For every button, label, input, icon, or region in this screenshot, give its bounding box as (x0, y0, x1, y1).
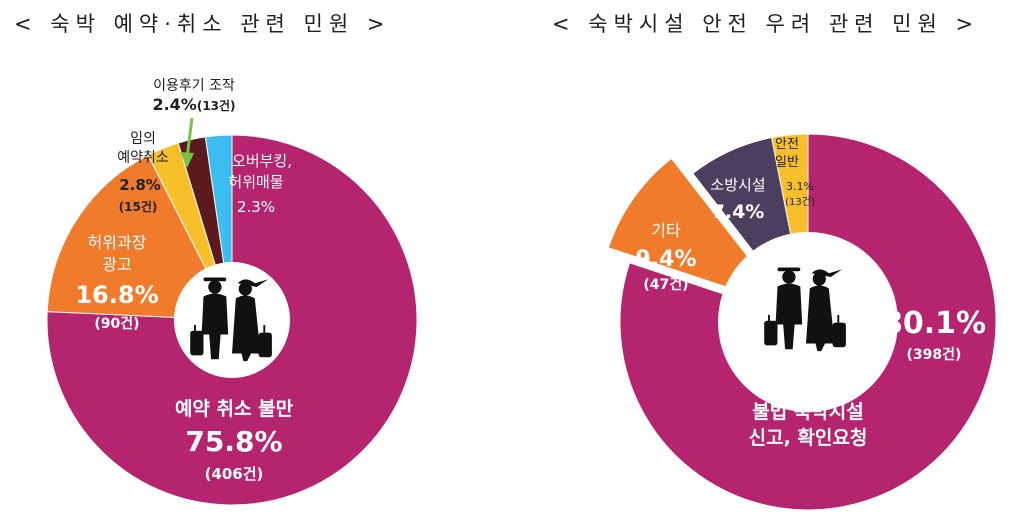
left-blue-l1: 오버부킹, (232, 152, 292, 170)
left-orange-cnt: (90건) (94, 315, 139, 332)
left-yellow-l1: 임의 (130, 131, 156, 147)
right-safe-cnt: (13건) (785, 196, 815, 208)
chart-title-right: < 숙박시설 안전 우려 관련 민원 > (552, 12, 980, 36)
left-main-pct: 75.8% (185, 425, 282, 458)
right-main-l2: 신고, 확인요청 (749, 426, 868, 449)
review-arrow-head (180, 152, 194, 168)
left-review-name: 이용후기 조작 (153, 78, 235, 94)
left-main-name: 예약 취소 불만 (175, 398, 294, 420)
right-main-cnt: (398건) (907, 346, 962, 363)
left-blue-pct: 2.3% (237, 198, 275, 216)
travelers-icon-right (764, 267, 846, 352)
left-blue-l2: 허위매물 (228, 173, 283, 191)
right-etc-pct: 9.4% (635, 247, 696, 272)
right-fire-name: 소방시설 (710, 176, 765, 194)
left-review-cnt: (13건) (197, 98, 236, 113)
right-safe-l2: 일반 (775, 155, 799, 170)
left-yellow-l2: 예약취소 (117, 150, 169, 166)
left-yellow-pct: 2.8% (119, 176, 161, 194)
right-etc-name: 기타 (651, 221, 681, 240)
right-safe-l1: 안전 (775, 137, 799, 152)
left-yellow-cnt: (15건) (119, 199, 158, 214)
left-review-pct-value: 2.4% (152, 95, 196, 114)
left-review-pct: 2.4%(13건) (152, 95, 235, 114)
left-main-cnt: (406건) (205, 465, 264, 483)
pie-slice-0-1 (46, 154, 233, 321)
right-etc-cnt: (47건) (643, 276, 688, 293)
left-donut-hole (174, 262, 290, 378)
chart-title-left: < 숙박 예약·취소 관련 민원 > (14, 12, 391, 36)
right-main-pct: 80.1% (882, 306, 986, 341)
left-orange-l1: 허위과장 (88, 233, 147, 252)
right-fire-pct: 7.4% (712, 201, 765, 223)
review-arrow (185, 117, 194, 159)
left-orange-l2: 광고 (102, 255, 131, 274)
travelers-icon-left (190, 277, 272, 362)
left-orange-pct: 16.8% (75, 281, 158, 309)
right-safe-pct: 3.1% (786, 180, 814, 193)
right-main-l1: 불법 숙박시설 (752, 401, 864, 423)
